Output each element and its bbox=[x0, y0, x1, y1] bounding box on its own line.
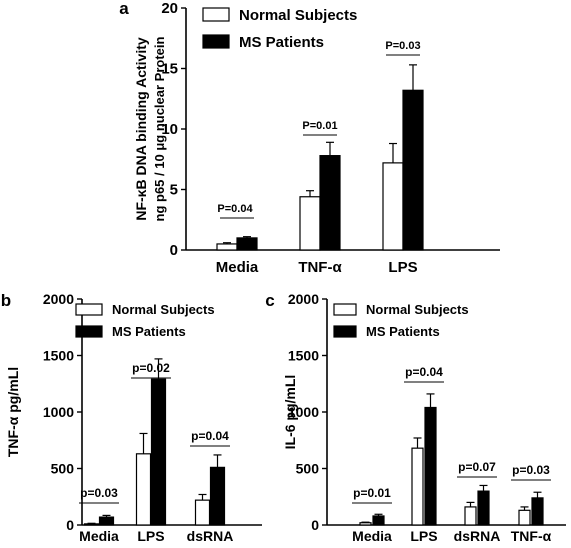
legend-swatch-ms bbox=[202, 34, 230, 49]
category-label: LPS bbox=[137, 528, 164, 543]
legend-swatch-normal bbox=[202, 7, 230, 22]
legend-swatch-ms bbox=[333, 325, 357, 338]
p-value-label: p=0.02 bbox=[132, 361, 170, 375]
chart-panel-a: a 0 5 10 15 20 NF-κB DNA binding Activity ng p6… bbox=[119, 0, 500, 276]
category-label: Media bbox=[79, 528, 119, 543]
category-label: Media bbox=[352, 528, 392, 543]
chart-panel-b: b 0 500 1000 1500 2000 TNF-α pg/mLl Media p=0.03… bbox=[1, 291, 262, 544]
y-tick-label: 1500 bbox=[43, 348, 74, 364]
legend-swatch-ms bbox=[75, 325, 103, 338]
panel-letter: c bbox=[265, 291, 274, 310]
category-label: LPS bbox=[388, 259, 417, 276]
p-value-label: p=0.04 bbox=[191, 429, 229, 443]
y-tick-label: 0 bbox=[311, 517, 319, 533]
bar-normal-2 bbox=[382, 162, 404, 251]
y-tick-label: 15 bbox=[161, 61, 178, 78]
bar-ms-1 bbox=[150, 378, 167, 526]
bar-normal-0 bbox=[359, 522, 372, 526]
y-tick-label: 0 bbox=[66, 517, 74, 533]
y-tick-label: 1000 bbox=[288, 404, 319, 420]
p-value-label: P=0.04 bbox=[217, 203, 253, 215]
bar-ms-2 bbox=[402, 89, 424, 251]
p-value-label: P=0.03 bbox=[385, 40, 420, 52]
bar-normal-2 bbox=[194, 499, 211, 526]
legend-label: MS Patients bbox=[239, 34, 324, 51]
p-value-label: p=0.04 bbox=[405, 365, 443, 379]
y-tick-label: 0 bbox=[170, 242, 178, 259]
bar-ms-1 bbox=[424, 406, 437, 526]
legend-swatch-normal bbox=[75, 303, 103, 316]
bar-ms-0 bbox=[98, 516, 115, 526]
category-label: TNF-α bbox=[298, 259, 342, 276]
p-value-label: p=0.01 bbox=[353, 486, 391, 500]
panel-letter: b bbox=[1, 291, 11, 310]
y-axis-label: ng p65 / 10 μg nuclear Protein bbox=[152, 36, 167, 221]
bar-normal-0 bbox=[216, 243, 238, 251]
category-label: TNF-α bbox=[511, 528, 552, 543]
y-tick-label: 500 bbox=[296, 461, 320, 477]
y-tick-label: 1000 bbox=[43, 404, 74, 420]
y-tick-label: 500 bbox=[51, 461, 75, 477]
y-tick-label: 10 bbox=[161, 121, 178, 138]
y-tick-label: 1500 bbox=[288, 348, 319, 364]
y-tick-label: 2000 bbox=[288, 291, 319, 307]
category-label: dsRNA bbox=[187, 528, 234, 543]
bar-normal-1 bbox=[135, 453, 152, 526]
bar-normal-0 bbox=[83, 523, 100, 526]
p-value-label: p=0.07 bbox=[458, 460, 496, 474]
y-tick-label: 5 bbox=[170, 182, 178, 199]
legend-label: Normal Subjects bbox=[239, 7, 357, 24]
y-axis-label: NF-κB DNA binding Activity bbox=[133, 37, 149, 221]
bar-ms-0 bbox=[372, 515, 385, 526]
bar-normal-2 bbox=[464, 506, 477, 526]
bar-ms-2 bbox=[477, 490, 490, 526]
bar-normal-3 bbox=[518, 509, 531, 526]
bar-normal-1 bbox=[411, 447, 424, 526]
legend-label: MS Patients bbox=[112, 324, 186, 339]
category-label: dsRNA bbox=[454, 528, 501, 543]
legend-label: MS Patients bbox=[366, 324, 440, 339]
bar-ms-1 bbox=[319, 155, 341, 251]
p-value-label: p=0.03 bbox=[512, 463, 550, 477]
bar-normal-1 bbox=[299, 196, 321, 251]
p-value-label: p=0.03 bbox=[80, 486, 118, 500]
legend-swatch-normal bbox=[333, 303, 357, 316]
chart-panel-c: c 0 500 1000 1500 2000 IL-6 pg/mLl Media p=0.01 L… bbox=[265, 291, 566, 544]
category-label: LPS bbox=[410, 528, 437, 543]
bar-ms-0 bbox=[236, 237, 258, 251]
legend-label: Normal Subjects bbox=[366, 302, 469, 317]
y-tick-label: 2000 bbox=[43, 291, 74, 307]
category-label: Media bbox=[216, 259, 259, 276]
bar-ms-2 bbox=[209, 466, 226, 526]
y-axis-label: TNF-α pg/mLl bbox=[5, 367, 21, 457]
panel-letter: a bbox=[119, 0, 129, 18]
y-axis-label: IL-6 pg/mLl bbox=[282, 375, 298, 450]
bar-ms-3 bbox=[531, 497, 544, 526]
legend-label: Normal Subjects bbox=[112, 302, 215, 317]
p-value-label: P=0.01 bbox=[302, 120, 337, 132]
y-tick-label: 20 bbox=[161, 0, 178, 17]
